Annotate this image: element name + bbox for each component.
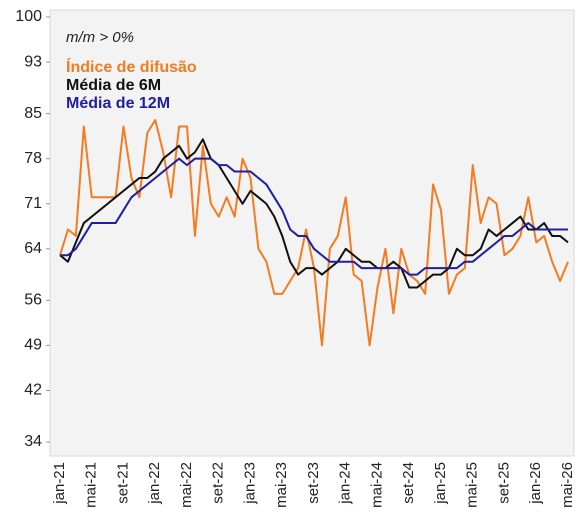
x-tick-label: set-24	[400, 462, 417, 504]
y-tick-label: 64	[24, 240, 42, 257]
x-tick-label: set-22	[210, 462, 227, 504]
x-tick-label: mai-25	[464, 462, 481, 508]
x-tick-label: jan-24	[337, 462, 354, 505]
y-tick-label: 85	[24, 105, 42, 122]
x-tick-label: mai-26	[559, 462, 576, 508]
x-tick-label: mai-22	[178, 462, 195, 508]
x-tick-label: mai-21	[83, 462, 100, 508]
x-tick-label: jan-22	[146, 462, 163, 505]
legend-entry: Média de 6M	[66, 77, 161, 94]
x-tick-label: mai-23	[273, 462, 290, 508]
x-tick-label: jan-26	[527, 462, 544, 505]
x-tick-label: set-25	[495, 462, 512, 504]
y-tick-label: 71	[24, 195, 42, 212]
y-tick-label: 93	[24, 53, 42, 70]
series-line	[60, 157, 568, 276]
y-tick-label: 78	[24, 150, 42, 167]
y-tick-label: 56	[24, 292, 42, 309]
x-tick-label: jan-25	[432, 462, 449, 505]
y-tick-label: 42	[24, 382, 42, 399]
legend-entry: Índice de difusão	[66, 57, 197, 76]
legend-entry: Média de 12M	[66, 95, 170, 112]
series-line	[59, 138, 569, 289]
x-tick-label: set-23	[305, 462, 322, 504]
annotation: m/m > 0%	[66, 29, 134, 46]
x-tick-label: set-21	[114, 462, 131, 504]
y-tick-label: 49	[24, 337, 42, 354]
y-tick-label: 100	[15, 8, 42, 25]
x-tick-label: jan-23	[241, 462, 258, 505]
y-tick-label: 34	[24, 433, 42, 450]
x-tick-label: mai-24	[368, 462, 385, 508]
x-tick-label: jan-21	[51, 462, 68, 505]
